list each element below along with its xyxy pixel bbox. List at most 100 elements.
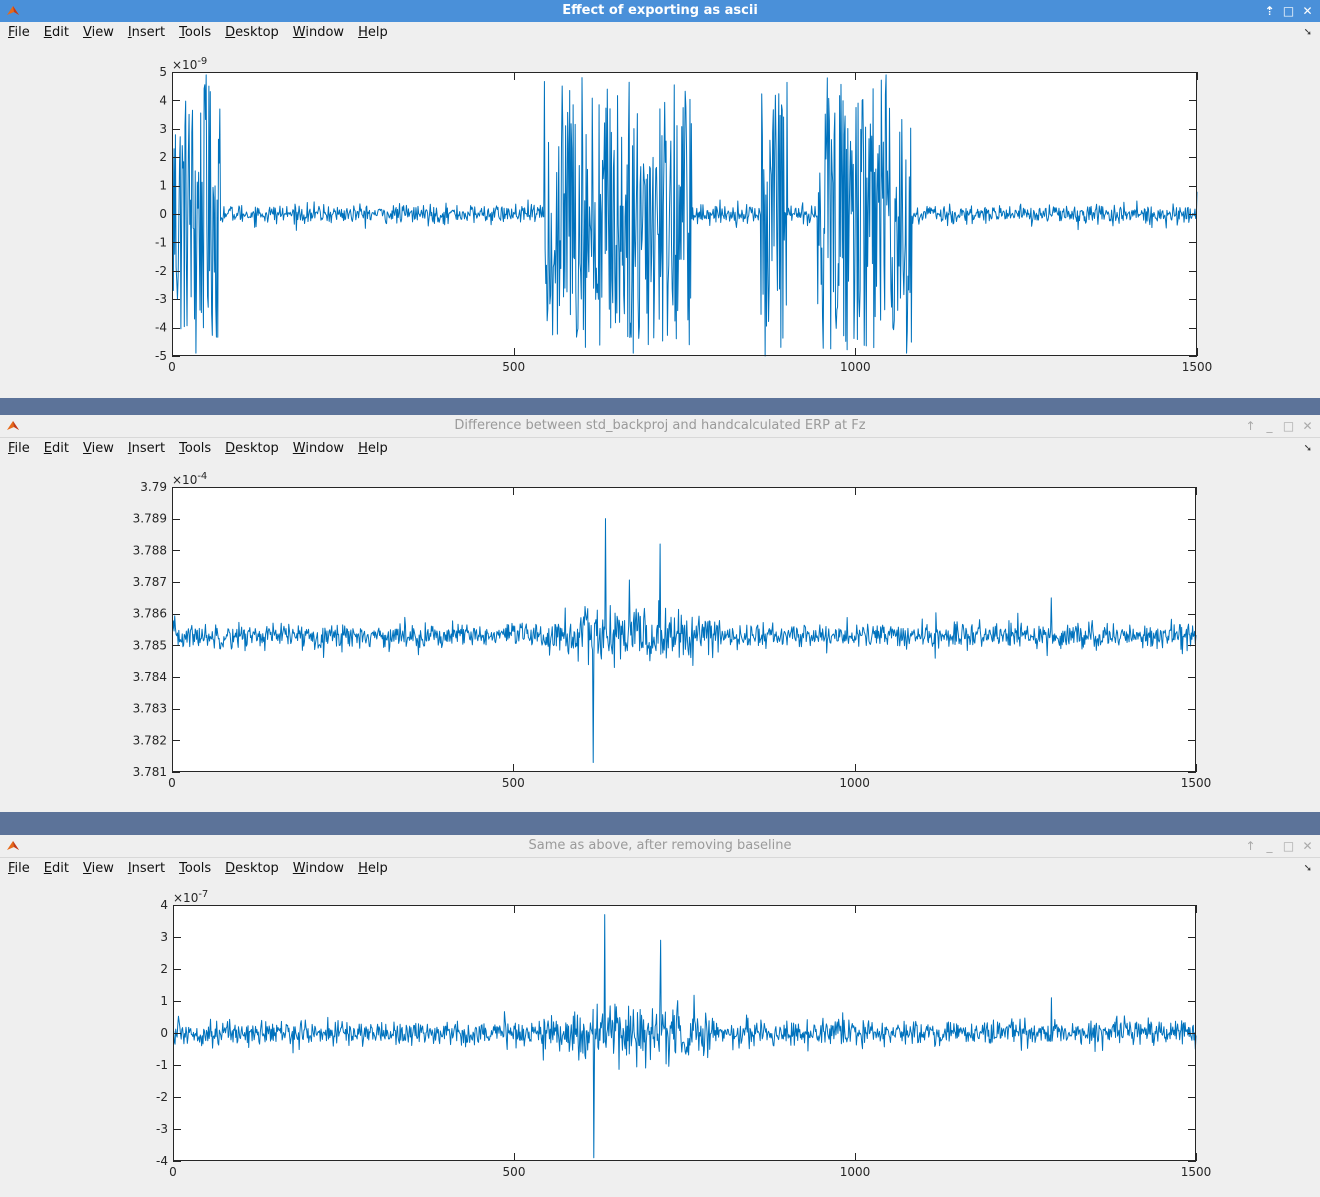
menu-insert[interactable]: Insert — [127, 441, 166, 456]
menu-view[interactable]: View — [82, 861, 114, 876]
chart-2: 0 500 1000 1500 3.781 3.782 3.783 3.784 3.785 3.7… — [133, 471, 1212, 790]
menu-view[interactable]: View — [82, 441, 114, 456]
window-title: Same as above, after removing baseline — [528, 838, 792, 853]
x-tick-label: 1000 — [839, 776, 870, 790]
y-exponent-label: ×10-4 — [172, 471, 207, 487]
y-tick-label: -4 — [155, 321, 167, 335]
menu-edit[interactable]: Edit — [43, 25, 69, 40]
toolbar-toggle-icon[interactable]: ➘ — [1303, 443, 1312, 454]
title-bar-2[interactable]: Difference between std_backproj and hand… — [0, 415, 1320, 438]
y-tick-label: 2 — [160, 962, 168, 976]
menu-help[interactable]: Help — [358, 25, 388, 40]
toolbar-toggle-icon[interactable]: ➘ — [1303, 863, 1312, 874]
close-icon[interactable]: ✕ — [1302, 838, 1313, 853]
title-bar-1[interactable]: Effect of exporting as ascii ⇡ □ ✕ — [0, 0, 1320, 22]
x-tick-label: 0 — [169, 1165, 177, 1179]
y-tick-label: 0 — [159, 207, 167, 221]
menu-bar-1: File Edit View Insert Tools Desktop Window Help… — [0, 22, 1320, 44]
axes-box — [172, 487, 1196, 772]
menu-edit[interactable]: Edit — [43, 441, 69, 456]
menu-view[interactable]: View — [82, 25, 114, 40]
figure-window-2[interactable]: Difference between std_backproj and hand… — [0, 415, 1320, 812]
y-exponent-power: -4 — [197, 471, 207, 482]
chart-3: 0 500 1000 1500 -4 -3 -2 -1 0 1 2 3 4 ×10-7 — [156, 889, 1211, 1179]
data-line — [172, 518, 1197, 763]
y-tick-label: -3 — [156, 1122, 168, 1136]
keep-above-icon[interactable]: ⇡ — [1264, 3, 1275, 18]
x-tick-label: 500 — [503, 1165, 526, 1179]
y-tick-label: 3 — [160, 930, 168, 944]
chart-1: 0 500 1000 1500 -5 -4 -3 -2 -1 0 1 2 3 4 5 ×10-9 — [155, 56, 1213, 374]
x-tick-label: 1500 — [1181, 776, 1212, 790]
menu-help[interactable]: Help — [358, 441, 388, 456]
figure-window-3[interactable]: Same as above, after removing baseline ↑… — [0, 835, 1320, 1197]
y-tick-label: -4 — [156, 1154, 168, 1168]
y-tick-label: -2 — [155, 264, 167, 278]
menu-file[interactable]: File — [8, 25, 30, 40]
menu-desktop[interactable]: Desktop — [225, 441, 279, 456]
x-tick-label: 500 — [502, 776, 525, 790]
menu-insert[interactable]: Insert — [127, 25, 166, 40]
y-tick-label: 3.785 — [133, 638, 167, 652]
x-tick-label: 1000 — [840, 360, 871, 374]
menu-bar-3: File Edit View Insert Tools Desktop Window Help… — [0, 858, 1320, 880]
menu-window[interactable]: Window — [292, 25, 345, 40]
close-icon[interactable]: ✕ — [1302, 418, 1313, 433]
maximize-icon[interactable]: □ — [1282, 3, 1295, 18]
menu-desktop[interactable]: Desktop — [225, 25, 279, 40]
y-tick-label: 0 — [160, 1026, 168, 1040]
maximize-icon[interactable]: □ — [1282, 418, 1295, 433]
y-tick-label: 3.789 — [133, 512, 167, 526]
y-exponent-power: -9 — [197, 56, 207, 67]
menu-window[interactable]: Window — [292, 441, 345, 456]
menu-file[interactable]: File — [8, 441, 30, 456]
menu-tools[interactable]: Tools — [179, 441, 212, 456]
y-tick-label: 3.782 — [133, 733, 167, 747]
data-line — [172, 74, 1198, 357]
window-title: Effect of exporting as ascii — [562, 3, 758, 18]
menu-help[interactable]: Help — [358, 861, 388, 876]
menu-insert[interactable]: Insert — [127, 861, 166, 876]
title-bar-3[interactable]: Same as above, after removing baseline ↑… — [0, 835, 1320, 858]
keep-above-icon[interactable]: ↑ — [1245, 418, 1256, 433]
y-tick-label: -1 — [156, 1058, 168, 1072]
close-icon[interactable]: ✕ — [1302, 3, 1313, 18]
y-tick-label: 3.784 — [133, 670, 167, 684]
x-tick-label: 0 — [168, 360, 176, 374]
y-tick-label: 4 — [160, 898, 168, 912]
x-tick-label: 500 — [502, 360, 525, 374]
matlab-logo-icon — [7, 841, 19, 850]
menu-tools[interactable]: Tools — [179, 25, 212, 40]
x-tick-label: 0 — [168, 776, 176, 790]
y-tick-label: 2 — [159, 150, 167, 164]
y-exponent-label: ×10-9 — [172, 56, 207, 72]
y-tick-label: -3 — [155, 292, 167, 306]
data-line — [173, 914, 1197, 1159]
minimize-icon[interactable]: _ — [1266, 838, 1273, 853]
menu-desktop[interactable]: Desktop — [225, 861, 279, 876]
menu-tools[interactable]: Tools — [179, 861, 212, 876]
matlab-logo-icon — [7, 421, 19, 430]
y-tick-label: -5 — [155, 349, 167, 363]
y-tick-label: 3.787 — [133, 575, 167, 589]
maximize-icon[interactable]: □ — [1282, 838, 1295, 853]
y-tick-label: 3.786 — [133, 607, 167, 621]
matlab-logo-icon — [7, 6, 19, 15]
y-tick-label: 1 — [159, 179, 167, 193]
y-tick-label: 3.788 — [133, 543, 167, 557]
menu-bar-2: File Edit View Insert Tools Desktop Window Help… — [0, 438, 1320, 460]
menu-edit[interactable]: Edit — [43, 861, 69, 876]
figure-window-1[interactable]: Effect of exporting as ascii ⇡ □ ✕ File E… — [0, 0, 1320, 398]
x-tick-label: 1500 — [1182, 360, 1213, 374]
menu-file[interactable]: File — [8, 861, 30, 876]
menu-window[interactable]: Window — [292, 861, 345, 876]
y-exponent-label: ×10-7 — [173, 889, 208, 905]
window-title: Difference between std_backproj and hand… — [454, 418, 866, 433]
y-tick-label: 5 — [159, 65, 167, 79]
y-tick-label: 3.781 — [133, 765, 167, 779]
y-exponent-power: -7 — [198, 889, 208, 900]
minimize-icon[interactable]: _ — [1266, 418, 1273, 433]
toolbar-toggle-icon[interactable]: ➘ — [1303, 27, 1312, 38]
keep-above-icon[interactable]: ↑ — [1245, 838, 1256, 853]
y-tick-label: 3.783 — [133, 702, 167, 716]
